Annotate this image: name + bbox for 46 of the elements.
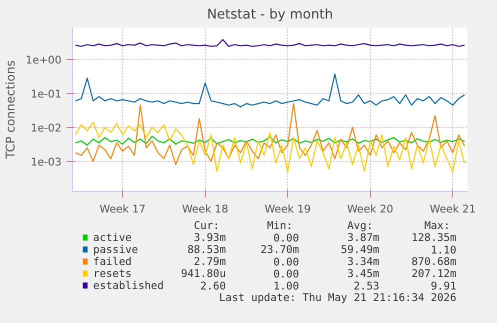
legend-label: resets	[93, 267, 132, 280]
y-tick-label: 1e-03	[30, 155, 62, 168]
text: 9.91	[430, 280, 456, 292]
legend-label: active	[93, 231, 132, 244]
line-series	[74, 122, 466, 172]
x-tick-label: Week 17	[100, 202, 146, 216]
text: 2.60	[200, 280, 226, 292]
text: 3.87m	[347, 231, 380, 244]
text: 88.53m	[187, 243, 226, 256]
line-series	[74, 73, 466, 108]
chart-title: Netstat - by month	[206, 8, 334, 22]
text: 870.68m	[411, 255, 456, 268]
text: Cur:	[194, 219, 220, 232]
text: 0.00	[273, 268, 300, 280]
legend-label: failed	[93, 255, 132, 268]
x-tick-label: Week 21	[430, 202, 476, 216]
text: Min:	[266, 219, 293, 232]
x-tick-label: Week 20	[347, 202, 394, 216]
y-tick-label: 1e-02	[30, 121, 62, 134]
legend-label: established	[93, 279, 164, 292]
text: 3.45m	[347, 267, 380, 280]
y-axis-title: TCP connections	[4, 60, 18, 160]
text: 59.49m	[340, 243, 380, 256]
text: 3.93m	[194, 231, 226, 244]
text: Max:	[424, 219, 450, 232]
text: 2.79m	[194, 255, 226, 268]
text: 1.00	[273, 280, 300, 292]
y-tick-label: 1e+00	[26, 53, 62, 66]
line-series	[74, 39, 466, 47]
text: Last update: Thu May 21 21:16:34 2026	[218, 291, 456, 304]
text: 207.12m	[411, 267, 456, 280]
text: 23.70m	[260, 243, 300, 256]
text: 2.53	[354, 280, 380, 292]
line-series	[74, 103, 466, 166]
text: 3.34m	[347, 255, 380, 268]
text: 0.00	[273, 232, 300, 244]
text: Avg:	[347, 219, 373, 232]
x-tick-label: Week 19	[264, 202, 311, 216]
y-tick-label: 1e-01	[30, 87, 62, 100]
legend-label: passive	[93, 243, 138, 256]
text: 0.00	[273, 256, 300, 268]
line-series	[74, 136, 466, 146]
text: 941.80u	[180, 267, 226, 280]
text: 128.35m	[411, 231, 456, 244]
text: 1.10	[430, 244, 456, 256]
x-tick-label: Week 18	[182, 202, 228, 216]
